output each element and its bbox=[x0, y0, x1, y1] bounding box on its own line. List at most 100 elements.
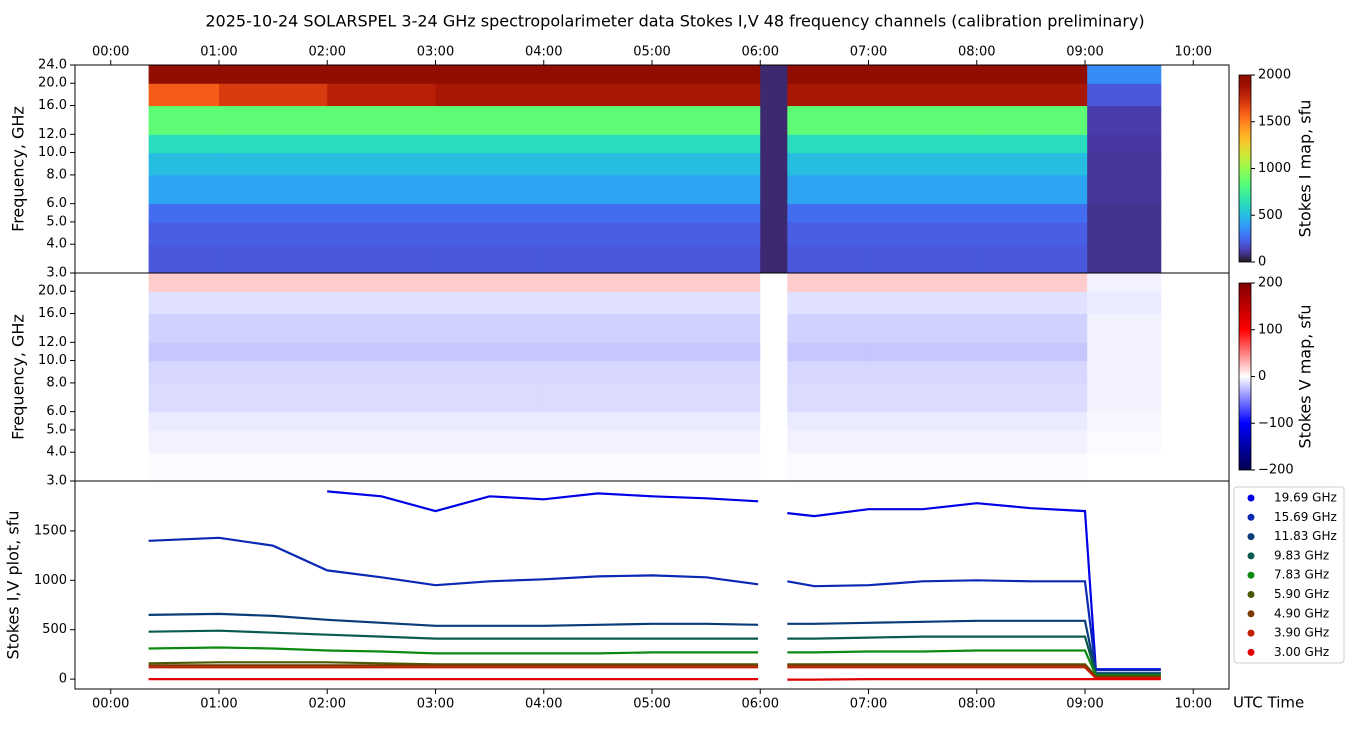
heatmap-cell bbox=[148, 313, 220, 343]
heatmap-cell bbox=[787, 273, 870, 292]
heatmap-cell bbox=[868, 134, 978, 154]
heatmap-cell bbox=[543, 360, 653, 384]
legend-marker bbox=[1247, 629, 1255, 637]
y-tick-label: 20.0 bbox=[38, 76, 67, 91]
heatmap-cell bbox=[543, 452, 653, 482]
heatmap-cell bbox=[760, 360, 788, 384]
heatmap-cell bbox=[148, 452, 220, 482]
y-tick-label: 6.0 bbox=[46, 196, 67, 211]
heatmap-cell bbox=[787, 174, 870, 205]
heatmap-cell bbox=[1087, 244, 1162, 274]
heatmap-cell bbox=[1087, 291, 1162, 315]
heatmap-cell bbox=[543, 313, 653, 343]
heatmap-cell bbox=[435, 411, 545, 431]
heatmap-cell bbox=[976, 105, 1088, 135]
heatmap-cell bbox=[760, 83, 788, 107]
heatmap-cell bbox=[787, 429, 870, 453]
legend-label: 3.00 GHz bbox=[1274, 645, 1329, 659]
heatmap-cell bbox=[787, 313, 870, 343]
heatmap-cell bbox=[787, 65, 870, 84]
heatmap-cell bbox=[1087, 152, 1162, 176]
heatmap-cell bbox=[652, 273, 761, 292]
heatmap-cell bbox=[327, 105, 436, 135]
legend-label: 11.83 GHz bbox=[1274, 529, 1337, 543]
colorbar-tick-label: 100 bbox=[1258, 322, 1283, 337]
heatmap-cell bbox=[760, 65, 788, 84]
heatmap-cell bbox=[327, 203, 436, 223]
heatmap-cell bbox=[148, 273, 220, 292]
heatmap-cell bbox=[652, 221, 761, 245]
heatmap-cell bbox=[543, 273, 653, 292]
heatmap-cell bbox=[218, 382, 328, 413]
heatmap-cell bbox=[148, 203, 220, 223]
heatmap-cell bbox=[976, 83, 1088, 107]
heatmap-cell bbox=[976, 429, 1088, 453]
heatmap-cell bbox=[218, 342, 328, 362]
heatmap-cell bbox=[787, 342, 870, 362]
y-tick-label: 0 bbox=[59, 672, 67, 687]
heatmap-cell bbox=[435, 360, 545, 384]
heatmap-cell bbox=[652, 360, 761, 384]
heatmap-cell bbox=[218, 411, 328, 431]
heatmap-cell bbox=[543, 134, 653, 154]
heatmap-cell bbox=[760, 105, 788, 135]
heatmap-cell bbox=[976, 411, 1088, 431]
heatmap-cell bbox=[218, 203, 328, 223]
heatmap-cell bbox=[652, 65, 761, 84]
y-axis-label: Stokes I,V plot, sfu bbox=[4, 511, 23, 660]
series-line bbox=[148, 536, 1161, 672]
heatmap-cell bbox=[976, 203, 1088, 223]
y-tick-label: 3.0 bbox=[46, 266, 67, 281]
y-tick-label: 12.0 bbox=[38, 335, 67, 350]
heatmap-cell bbox=[148, 105, 220, 135]
heatmap-cell bbox=[327, 429, 436, 453]
heatmap-cell bbox=[652, 411, 761, 431]
heatmap-cell bbox=[543, 342, 653, 362]
heatmap-cell bbox=[543, 429, 653, 453]
heatmap-cell bbox=[435, 83, 545, 107]
legend-label: 5.90 GHz bbox=[1274, 587, 1329, 601]
heatmap-cell bbox=[435, 244, 545, 274]
y-axis-label: Frequency, GHz bbox=[9, 106, 28, 232]
colorbar bbox=[1238, 282, 1252, 471]
y-tick-label: 16.0 bbox=[38, 98, 67, 113]
y-tick-label: 10.0 bbox=[38, 353, 67, 368]
heatmap-cell bbox=[327, 382, 436, 413]
panel bbox=[148, 490, 1161, 681]
heatmap-cell bbox=[543, 411, 653, 431]
colorbar-label: Stokes I map, sfu bbox=[1296, 100, 1315, 238]
colorbar-tick-label: 1500 bbox=[1258, 114, 1291, 129]
heatmap-cell bbox=[760, 382, 788, 413]
heatmap-cell bbox=[787, 221, 870, 245]
y-tick-label: 1000 bbox=[34, 573, 67, 588]
heatmap-cell bbox=[1087, 83, 1162, 107]
heatmap-cell bbox=[435, 221, 545, 245]
heatmap-cell bbox=[976, 65, 1088, 84]
heatmap-cell bbox=[148, 291, 220, 315]
heatmap-cell bbox=[543, 244, 653, 274]
legend: 19.69 GHz 15.69 GHz 11.83 GHz 9.83 GHz 7.83 … bbox=[1233, 486, 1345, 664]
heatmap-cell bbox=[976, 221, 1088, 245]
heatmap-cell bbox=[976, 382, 1088, 413]
colorbar-tick-label: −100 bbox=[1258, 416, 1294, 431]
heatmap-cell bbox=[148, 342, 220, 362]
heatmap-cell bbox=[435, 134, 545, 154]
x-tick-label: 09:00 bbox=[1066, 45, 1103, 60]
heatmap-cell bbox=[787, 105, 870, 135]
heatmap-cell bbox=[787, 411, 870, 431]
series-line bbox=[148, 612, 1161, 675]
heatmap-cell bbox=[868, 221, 978, 245]
heatmap-cell bbox=[652, 244, 761, 274]
heatmap-cell bbox=[218, 429, 328, 453]
colorbar-tick-label: 1000 bbox=[1258, 161, 1291, 176]
heatmap-cell bbox=[652, 313, 761, 343]
heatmap-cell bbox=[1087, 273, 1162, 292]
heatmap-cell bbox=[218, 221, 328, 245]
y-tick-label: 12.0 bbox=[38, 127, 67, 142]
colorbar-tick-label: 2000 bbox=[1258, 68, 1291, 83]
heatmap-cell bbox=[218, 152, 328, 176]
y-tick-label: 5.0 bbox=[46, 214, 67, 229]
heatmap-cell bbox=[148, 152, 220, 176]
heatmap-cell bbox=[868, 273, 978, 292]
heatmap-cell bbox=[218, 452, 328, 482]
